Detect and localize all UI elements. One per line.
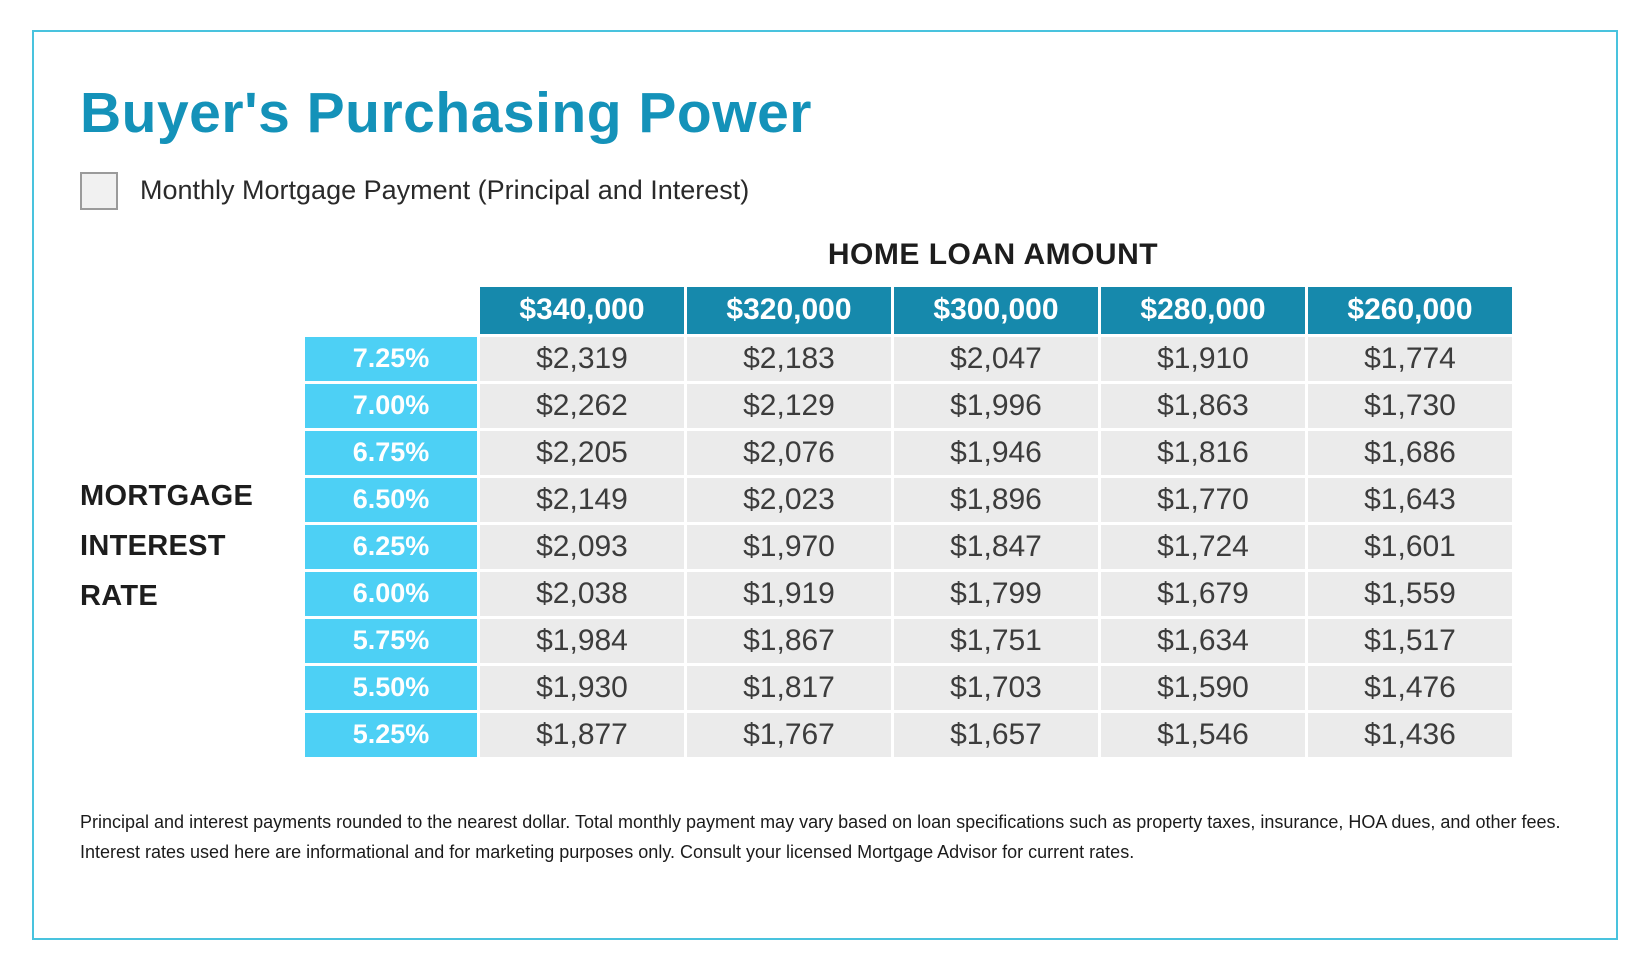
interest-rate-cell: 7.00% <box>305 383 477 428</box>
legend-swatch <box>80 171 118 210</box>
loan-amount-column-header: $280,000 <box>1101 286 1305 334</box>
payment-cell: $1,724 <box>1101 524 1305 569</box>
interest-rate-cell: 6.00% <box>305 571 477 616</box>
payment-cell: $1,910 <box>1101 336 1305 381</box>
payment-cell: $1,601 <box>1308 524 1512 569</box>
payment-cell: $1,767 <box>687 712 891 757</box>
row-group-label-line: RATE <box>80 579 158 612</box>
payment-cell: $1,867 <box>687 618 891 663</box>
content-frame: Buyer's Purchasing Power Monthly Mortgag… <box>32 30 1618 940</box>
footnote-line-2: Interest rates used here are information… <box>80 842 1135 863</box>
payment-cell: $1,984 <box>480 618 684 663</box>
payment-cell: $1,863 <box>1101 383 1305 428</box>
interest-rate-cell: 7.25% <box>305 336 477 381</box>
loan-amount-column-header: $300,000 <box>894 286 1098 334</box>
loan-amount-column-header: $260,000 <box>1308 286 1512 334</box>
payment-cell: $1,476 <box>1308 665 1512 710</box>
payment-cell: $2,023 <box>687 477 891 522</box>
payment-cell: $1,770 <box>1101 477 1305 522</box>
rate-table: $340,000 $320,000 $300,000 $280,000 $260,000… <box>80 286 1570 757</box>
interest-rate-cell: 6.50% <box>305 477 477 522</box>
payment-cell: $1,896 <box>894 477 1098 522</box>
home-loan-amount-header: HOME LOAN AMOUNT <box>827 237 1159 271</box>
payment-cell: $1,816 <box>1101 430 1305 475</box>
payment-cell: $1,751 <box>894 618 1098 663</box>
payment-cell: $1,730 <box>1308 383 1512 428</box>
payment-cell: $2,047 <box>894 336 1098 381</box>
payment-cell: $2,319 <box>480 336 684 381</box>
payment-cell: $1,679 <box>1101 571 1305 616</box>
payment-cell: $1,590 <box>1101 665 1305 710</box>
payment-cell: $2,093 <box>480 524 684 569</box>
footnote: Principal and interest payments rounded … <box>80 807 1570 868</box>
legend: Monthly Mortgage Payment (Principal and … <box>80 171 1570 210</box>
page-title: Buyer's Purchasing Power <box>80 81 812 145</box>
payment-cell: $1,517 <box>1308 618 1512 663</box>
payment-cell: $1,817 <box>687 665 891 710</box>
footnote-line-1: Principal and interest payments rounded … <box>80 811 1561 832</box>
payment-cell: $2,183 <box>687 336 891 381</box>
payment-cell: $1,919 <box>687 571 891 616</box>
payment-cell: $1,643 <box>1308 477 1512 522</box>
payment-cell: $1,930 <box>480 665 684 710</box>
loan-amount-column-header: $340,000 <box>480 286 684 334</box>
row-group-label-line: MORTGAGE <box>80 479 254 512</box>
payment-cell: $1,847 <box>894 524 1098 569</box>
payment-cell: $1,686 <box>1308 430 1512 475</box>
row-group-label-line: INTEREST <box>80 529 226 562</box>
payment-cell: $1,559 <box>1308 571 1512 616</box>
interest-rate-cell: 6.25% <box>305 524 477 569</box>
payment-cell: $1,799 <box>894 571 1098 616</box>
payment-cell: $1,996 <box>894 383 1098 428</box>
payment-cell: $1,946 <box>894 430 1098 475</box>
payment-cell: $2,205 <box>480 430 684 475</box>
payment-cell: $1,546 <box>1101 712 1305 757</box>
interest-rate-cell: 6.75% <box>305 430 477 475</box>
payment-cell: $1,970 <box>687 524 891 569</box>
payment-cell: $1,657 <box>894 712 1098 757</box>
payment-cell: $2,149 <box>480 477 684 522</box>
legend-label: Monthly Mortgage Payment (Principal and … <box>140 175 750 206</box>
payment-cell: $1,634 <box>1101 618 1305 663</box>
payment-cell: $2,262 <box>480 383 684 428</box>
loan-amount-column-header: $320,000 <box>687 286 891 334</box>
interest-rate-cell: 5.25% <box>305 712 477 757</box>
payment-cell: $2,038 <box>480 571 684 616</box>
payment-cell: $2,129 <box>687 383 891 428</box>
payment-cell: $2,076 <box>687 430 891 475</box>
interest-rate-cell: 5.75% <box>305 618 477 663</box>
payment-cell: $1,774 <box>1308 336 1512 381</box>
payment-cell: $1,877 <box>480 712 684 757</box>
mortgage-interest-rate-label: MORTGAGE INTEREST RATE <box>80 337 302 757</box>
payment-cell: $1,436 <box>1308 712 1512 757</box>
payment-cell: $1,703 <box>894 665 1098 710</box>
interest-rate-cell: 5.50% <box>305 665 477 710</box>
